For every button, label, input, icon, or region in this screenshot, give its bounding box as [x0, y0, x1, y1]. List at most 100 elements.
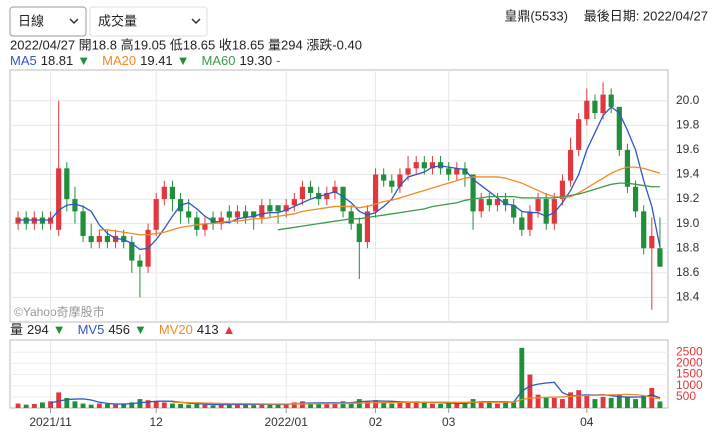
candle-body	[275, 205, 281, 212]
candle-body	[608, 94, 614, 107]
volume-bar	[373, 400, 378, 408]
chevron	[69, 18, 79, 25]
candle-body	[259, 205, 265, 218]
candle-body	[649, 235, 655, 249]
volume-bar	[405, 402, 411, 408]
candle-body	[567, 149, 574, 181]
candle-body	[251, 211, 257, 218]
volume-bar	[121, 403, 127, 408]
y-tick-label: 1500	[676, 367, 703, 381]
candle-body	[186, 211, 192, 218]
candle-body	[486, 199, 492, 206]
volume-bar	[40, 402, 45, 408]
legend-value: 19.41	[140, 53, 173, 68]
volume-bar	[657, 401, 663, 408]
x-tick-label: 2021/11	[29, 415, 72, 429]
legend-marker: ▲	[223, 322, 236, 337]
volume-bar	[96, 403, 102, 408]
legend-name: 量	[10, 322, 23, 337]
legend-value: 19.30	[240, 53, 273, 68]
volume-bar	[137, 399, 143, 408]
volume-bar	[413, 401, 419, 408]
candle-body	[616, 106, 622, 150]
volume-bar	[56, 392, 62, 408]
candle-body	[421, 162, 427, 169]
volume-bar	[486, 402, 492, 408]
volume-bar	[503, 402, 508, 408]
candle-body	[397, 174, 403, 187]
candle-body	[470, 174, 476, 212]
legend-name: MV20	[159, 322, 193, 337]
candle-body	[348, 211, 354, 224]
volume-bar	[616, 394, 622, 408]
volume-bar	[568, 392, 573, 408]
volume-bar	[421, 402, 427, 408]
volume-bar	[145, 400, 151, 408]
candle-body	[584, 100, 590, 120]
y-tick-label: 18.4	[676, 290, 700, 304]
candle-body	[340, 186, 346, 212]
candle-body	[478, 199, 484, 212]
legend-name: MA20	[102, 53, 136, 68]
candle-body	[389, 180, 395, 187]
legend-name: MA60	[202, 53, 236, 68]
volume-bar	[535, 394, 541, 408]
candle-body	[104, 235, 111, 243]
legend-value: 294	[27, 322, 49, 337]
volume-bar	[454, 403, 460, 408]
candle-body	[226, 211, 232, 218]
volume-bar	[64, 397, 70, 408]
volume-bar	[519, 347, 525, 408]
candle-body	[267, 205, 273, 212]
candle-body	[462, 168, 468, 175]
candle-body	[234, 211, 241, 218]
ma-line	[277, 182, 660, 231]
x-tick-label: 03	[442, 415, 456, 429]
legend-marker: ▼	[177, 53, 190, 68]
candle-body	[299, 186, 306, 200]
volume-bar	[129, 402, 135, 408]
candle-body	[364, 211, 371, 243]
indicator-label[interactable]: 成交量	[98, 13, 137, 28]
candle-body	[242, 211, 249, 218]
candle-body	[632, 186, 639, 212]
volume-bar	[438, 403, 443, 408]
y-tick-label: 2000	[676, 356, 703, 370]
volume-bar	[543, 396, 549, 408]
candle-body	[88, 235, 94, 243]
volume-bar	[584, 394, 590, 408]
candle-body	[519, 217, 525, 230]
interval-select[interactable]	[9, 6, 87, 37]
candle-body	[356, 223, 362, 243]
candle-body	[551, 199, 557, 224]
legend-marker: ▼	[53, 322, 66, 337]
volume-bar	[283, 403, 289, 408]
volume-bar	[31, 403, 37, 408]
candle-body	[324, 192, 330, 200]
volume-bar	[527, 374, 533, 408]
volume-bar	[48, 401, 53, 408]
legend-marker: -	[276, 53, 280, 68]
volume-panel	[9, 339, 669, 409]
indicator-select[interactable]	[89, 6, 208, 37]
volume-bar	[105, 403, 110, 408]
candle-body	[576, 119, 582, 150]
ma-line	[99, 166, 661, 236]
volume-bar	[608, 397, 614, 408]
y-tick-label: 19.6	[676, 142, 700, 156]
chevron	[191, 18, 201, 25]
candle-body	[600, 94, 606, 114]
candle-body	[169, 186, 176, 200]
candle-body	[454, 168, 460, 175]
candle-body	[96, 235, 102, 243]
ma-line	[18, 106, 661, 251]
interval-label[interactable]: 日線	[18, 13, 44, 28]
quote-line: 2022/04/27 開18.8 高19.05 低18.65 收18.65 量2…	[10, 37, 362, 52]
candle-body	[511, 205, 517, 218]
volume-bar	[478, 401, 484, 408]
volume-bar	[88, 404, 94, 408]
candle-body	[80, 211, 86, 236]
candle-body	[502, 199, 509, 206]
volume-bar	[340, 401, 346, 408]
